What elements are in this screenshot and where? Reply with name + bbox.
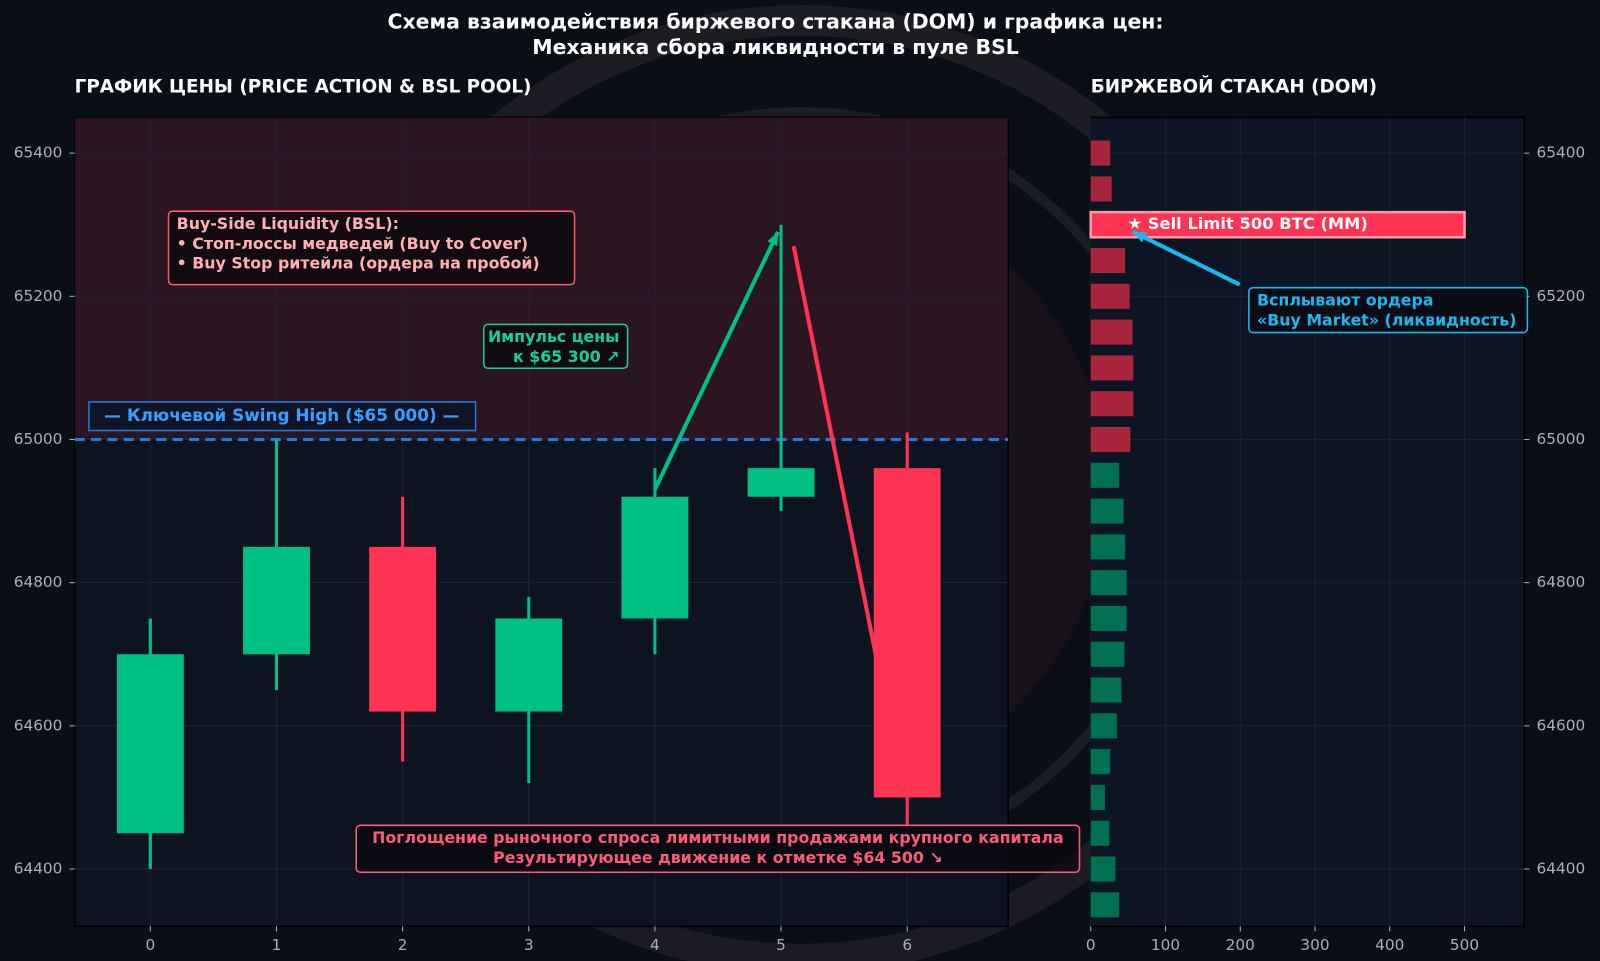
x-tick-label: 0 xyxy=(1086,936,1096,954)
arrow xyxy=(1131,229,1241,287)
arrow-head xyxy=(767,231,778,247)
y-tick-label: 65000 xyxy=(1537,430,1586,448)
dom-bar xyxy=(1090,426,1131,453)
candle-body xyxy=(116,654,184,834)
annotation-text: Результирующее движение к отметке $64 50… xyxy=(493,848,943,867)
x-tick-label: 500 xyxy=(1450,936,1479,954)
annotation-text: к $65 300 ↗ xyxy=(513,347,619,366)
annotation-text: Поглощение рыночного спроса лимитными пр… xyxy=(372,828,1064,847)
y-tick-label: 64600 xyxy=(14,716,63,734)
x-tick-label: 6 xyxy=(902,936,912,954)
arrow-head xyxy=(1132,231,1147,243)
dom-bar xyxy=(1090,892,1120,918)
y-tick-label: 65400 xyxy=(1537,144,1586,162)
y-tick-label: 64400 xyxy=(14,860,63,878)
dom-bar xyxy=(1089,210,1466,239)
y-tick-label: 64400 xyxy=(1537,860,1586,878)
chart-subtitle: Механика сбора ликвидности в пуле BSL xyxy=(532,35,1018,59)
x-tick-label: 400 xyxy=(1375,936,1404,954)
y-tick-label: 65000 xyxy=(14,430,63,448)
panel-title: ГРАФИК ЦЕНЫ (PRICE ACTION & BSL POOL) xyxy=(75,77,532,98)
candle-body xyxy=(747,468,815,497)
candle-body xyxy=(621,496,689,619)
candle-body xyxy=(495,618,563,712)
dom-bar xyxy=(1090,784,1105,810)
annotation-text: • Стоп-лоссы медведей (Buy to Cover) xyxy=(177,234,528,253)
dom-bar xyxy=(1090,319,1133,345)
annotation-text: Импульс цены xyxy=(488,327,619,346)
arrow xyxy=(791,245,878,655)
y-tick-label: 65200 xyxy=(14,287,63,305)
dom-bar xyxy=(1090,570,1127,596)
y-tick-label: 64800 xyxy=(1537,573,1586,591)
dom-bar xyxy=(1090,856,1116,882)
candle-body xyxy=(873,468,941,798)
dom-bar xyxy=(1090,462,1120,488)
arrow xyxy=(653,230,780,491)
dom-bar xyxy=(1090,534,1126,560)
dom-bar xyxy=(1090,247,1126,274)
y-tick-label: 65200 xyxy=(1537,287,1586,305)
plot-area xyxy=(1089,116,1526,928)
panel-title: БИРЖЕВОЙ СТАКАН (DOM) xyxy=(1091,76,1377,98)
dom-bar xyxy=(1090,820,1110,846)
dom-bar xyxy=(1090,391,1134,417)
x-tick-label: 3 xyxy=(524,936,534,954)
highlight-label: ★ Sell Limit 500 BTC (MM) xyxy=(1127,214,1367,233)
annotation-box xyxy=(167,210,576,286)
reference-label: — Ключевой Swing High ($65 000) — xyxy=(104,405,459,425)
annotation-box xyxy=(1248,286,1529,334)
dom-bar xyxy=(1090,176,1112,202)
annotation-box xyxy=(355,824,1081,874)
candle-body xyxy=(369,546,437,712)
x-tick-label: 1 xyxy=(272,936,282,954)
dom-bar xyxy=(1090,498,1124,524)
dom-bar xyxy=(1090,641,1125,667)
dom-bar xyxy=(1090,677,1122,703)
y-tick-label: 64600 xyxy=(1537,716,1586,734)
annotation-text: «Buy Market» (ликвидность) xyxy=(1257,310,1516,329)
x-tick-label: 4 xyxy=(650,936,660,954)
y-tick-label: 65400 xyxy=(14,144,63,162)
x-tick-label: 0 xyxy=(145,936,155,954)
chart-title: Схема взаимодействия биржевого стакана (… xyxy=(388,9,1164,33)
candle-body xyxy=(243,546,310,655)
dom-bar xyxy=(1090,605,1127,631)
reference-label-box xyxy=(88,401,477,432)
dom-bar xyxy=(1090,283,1130,309)
annotation-text: Buy-Side Liquidity (BSL): xyxy=(177,214,399,233)
x-tick-label: 300 xyxy=(1300,936,1329,954)
dom-bar xyxy=(1090,713,1117,739)
annotation-text: • Buy Stop ритейла (ордера на пробой) xyxy=(177,254,540,273)
dom-bar xyxy=(1090,749,1111,775)
annotation-box xyxy=(482,323,629,370)
x-tick-label: 100 xyxy=(1151,936,1180,954)
dom-bar xyxy=(1090,140,1111,166)
dom-bar xyxy=(1090,355,1134,381)
annotation-text: Всплывают ордера xyxy=(1257,290,1433,309)
x-tick-label: 200 xyxy=(1226,936,1255,954)
x-tick-label: 2 xyxy=(398,936,408,954)
x-tick-label: 5 xyxy=(776,936,786,954)
y-tick-label: 64800 xyxy=(14,573,63,591)
